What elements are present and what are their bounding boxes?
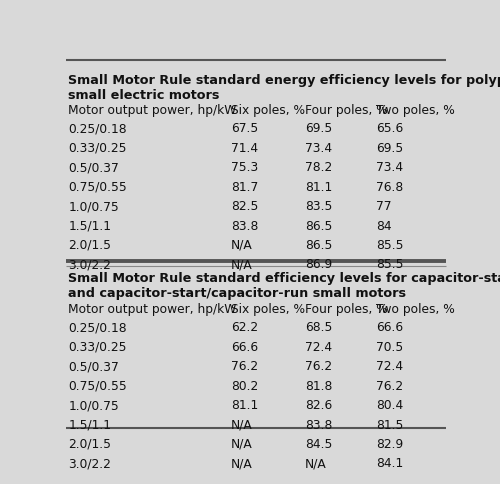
Text: 84.1: 84.1 xyxy=(376,456,404,469)
Text: 69.5: 69.5 xyxy=(376,141,404,154)
Text: 73.4: 73.4 xyxy=(376,161,404,174)
Text: Motor output power, hp/kW: Motor output power, hp/kW xyxy=(68,104,236,117)
Text: 1.5/1.1: 1.5/1.1 xyxy=(68,219,112,232)
Text: 0.5/0.37: 0.5/0.37 xyxy=(68,161,119,174)
Text: 83.5: 83.5 xyxy=(304,200,332,212)
Text: 0.5/0.37: 0.5/0.37 xyxy=(68,360,119,373)
Text: 3.0/2.2: 3.0/2.2 xyxy=(68,258,111,271)
Text: Small Motor Rule standard efficiency levels for capacitor-start/induction-run
an: Small Motor Rule standard efficiency lev… xyxy=(68,271,500,299)
Text: 76.8: 76.8 xyxy=(376,181,404,193)
Text: 84.5: 84.5 xyxy=(304,437,332,450)
Text: 2.0/1.5: 2.0/1.5 xyxy=(68,239,112,251)
Text: 86.9: 86.9 xyxy=(304,258,332,271)
Text: 0.75/0.55: 0.75/0.55 xyxy=(68,379,127,392)
Text: Four poles, %: Four poles, % xyxy=(304,302,388,315)
Text: 68.5: 68.5 xyxy=(304,321,332,334)
Text: 82.6: 82.6 xyxy=(304,398,332,411)
Text: 81.1: 81.1 xyxy=(231,398,258,411)
Text: 66.6: 66.6 xyxy=(231,340,258,353)
Text: 76.2: 76.2 xyxy=(304,360,332,373)
Text: 0.33/0.25: 0.33/0.25 xyxy=(68,141,127,154)
Text: 67.5: 67.5 xyxy=(231,122,258,135)
Text: 66.6: 66.6 xyxy=(376,321,404,334)
Text: 3.0/2.2: 3.0/2.2 xyxy=(68,456,111,469)
Text: 71.4: 71.4 xyxy=(231,141,258,154)
Text: 1.0/0.75: 1.0/0.75 xyxy=(68,200,119,212)
Text: 0.75/0.55: 0.75/0.55 xyxy=(68,181,127,193)
Text: 85.5: 85.5 xyxy=(376,258,404,271)
Text: N/A: N/A xyxy=(231,437,253,450)
Text: 83.8: 83.8 xyxy=(231,219,258,232)
Text: 1.0/0.75: 1.0/0.75 xyxy=(68,398,119,411)
Text: 78.2: 78.2 xyxy=(304,161,332,174)
Text: 0.25/0.18: 0.25/0.18 xyxy=(68,321,127,334)
Text: 80.2: 80.2 xyxy=(231,379,258,392)
Text: 84: 84 xyxy=(376,219,392,232)
Text: 0.25/0.18: 0.25/0.18 xyxy=(68,122,127,135)
Text: N/A: N/A xyxy=(231,258,253,271)
Text: Four poles, %: Four poles, % xyxy=(304,104,388,117)
Text: 1.5/1.1: 1.5/1.1 xyxy=(68,418,112,431)
Text: 85.5: 85.5 xyxy=(376,239,404,251)
Text: 0.33/0.25: 0.33/0.25 xyxy=(68,340,127,353)
Text: 70.5: 70.5 xyxy=(376,340,404,353)
Text: 81.1: 81.1 xyxy=(304,181,332,193)
Text: Small Motor Rule standard energy efficiency levels for polyphase
small electric : Small Motor Rule standard energy efficie… xyxy=(68,74,500,102)
Text: 82.5: 82.5 xyxy=(231,200,258,212)
Text: 76.2: 76.2 xyxy=(376,379,404,392)
Text: Motor output power, hp/kW: Motor output power, hp/kW xyxy=(68,302,236,315)
Text: 75.3: 75.3 xyxy=(231,161,258,174)
Text: 83.8: 83.8 xyxy=(304,418,332,431)
Text: N/A: N/A xyxy=(231,239,253,251)
Text: 86.5: 86.5 xyxy=(304,239,332,251)
Text: 69.5: 69.5 xyxy=(304,122,332,135)
Text: 62.2: 62.2 xyxy=(231,321,258,334)
Text: 65.6: 65.6 xyxy=(376,122,404,135)
Text: 76.2: 76.2 xyxy=(231,360,258,373)
Text: 81.5: 81.5 xyxy=(376,418,404,431)
Text: N/A: N/A xyxy=(231,456,253,469)
Text: 72.4: 72.4 xyxy=(376,360,404,373)
Text: Six poles, %: Six poles, % xyxy=(231,302,305,315)
Text: Six poles, %: Six poles, % xyxy=(231,104,305,117)
Text: 80.4: 80.4 xyxy=(376,398,404,411)
Text: Two poles, %: Two poles, % xyxy=(376,302,455,315)
Text: 81.8: 81.8 xyxy=(304,379,332,392)
Text: N/A: N/A xyxy=(231,418,253,431)
Text: 2.0/1.5: 2.0/1.5 xyxy=(68,437,112,450)
Text: N/A: N/A xyxy=(304,456,326,469)
Text: 82.9: 82.9 xyxy=(376,437,404,450)
Text: 77: 77 xyxy=(376,200,392,212)
Text: 72.4: 72.4 xyxy=(304,340,332,353)
Text: 86.5: 86.5 xyxy=(304,219,332,232)
Text: 81.7: 81.7 xyxy=(231,181,258,193)
Text: 73.4: 73.4 xyxy=(304,141,332,154)
Text: Two poles, %: Two poles, % xyxy=(376,104,455,117)
